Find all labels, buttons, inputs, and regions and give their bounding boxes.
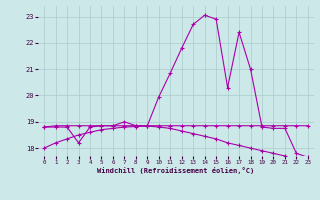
X-axis label: Windchill (Refroidissement éolien,°C): Windchill (Refroidissement éolien,°C) [97, 167, 255, 174]
